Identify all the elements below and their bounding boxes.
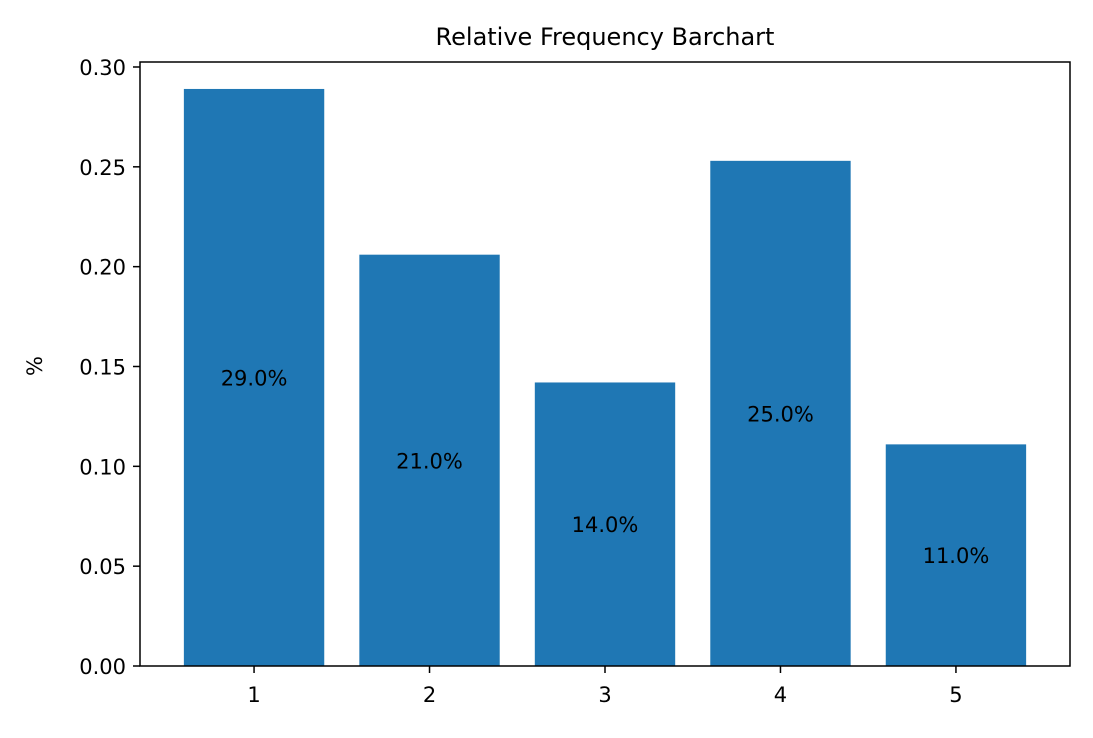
- y-tick-label-0.00: 0.00: [79, 655, 126, 679]
- plot-frame: [139, 61, 1071, 667]
- x-tick-label-4: 4: [774, 683, 787, 707]
- data-label-1: 29.0%: [221, 366, 288, 390]
- y-tick-label-0.20: 0.20: [79, 256, 126, 280]
- x-tick-label-5: 5: [949, 683, 962, 707]
- y-axis-label: %: [23, 356, 47, 376]
- chart-title: Relative Frequency Barchart: [436, 23, 775, 51]
- bar-5: [885, 444, 1027, 666]
- y-tick-label-0.25: 0.25: [79, 156, 126, 180]
- y-tick-label-0.10: 0.10: [79, 455, 126, 479]
- bar-1: [183, 88, 325, 666]
- data-label-5: 11.0%: [923, 544, 990, 568]
- y-axis-ticks: 0.00 0.05 0.10 0.15 0.20 0.25 0.30: [79, 56, 140, 679]
- x-tick-label-3: 3: [598, 683, 611, 707]
- bar-3: [534, 382, 676, 666]
- x-axis-ticks: 1 2 3 4 5: [247, 666, 963, 707]
- data-label-2: 21.0%: [396, 449, 463, 473]
- data-labels-layer: 29.0% 21.0% 14.0% 25.0% 11.0%: [221, 366, 990, 568]
- x-tick-label-2: 2: [423, 683, 436, 707]
- data-label-3: 14.0%: [572, 513, 639, 537]
- y-tick-label-0.05: 0.05: [79, 555, 126, 579]
- data-label-4: 25.0%: [747, 402, 814, 426]
- bars-layer: [183, 88, 1027, 667]
- x-tick-label-1: 1: [247, 683, 260, 707]
- bar-2: [359, 254, 500, 667]
- y-tick-label-0.30: 0.30: [79, 56, 126, 80]
- y-tick-label-0.15: 0.15: [79, 355, 126, 379]
- bar-4: [710, 160, 851, 666]
